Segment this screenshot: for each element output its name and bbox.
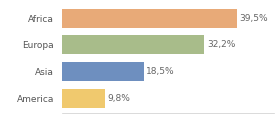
Text: 39,5%: 39,5%: [239, 14, 268, 23]
Bar: [62, 35, 204, 54]
Text: 32,2%: 32,2%: [207, 40, 235, 49]
Bar: [62, 89, 105, 108]
Text: 9,8%: 9,8%: [108, 94, 130, 103]
Bar: [62, 9, 237, 28]
Bar: [62, 62, 144, 81]
Text: 18,5%: 18,5%: [146, 67, 175, 76]
